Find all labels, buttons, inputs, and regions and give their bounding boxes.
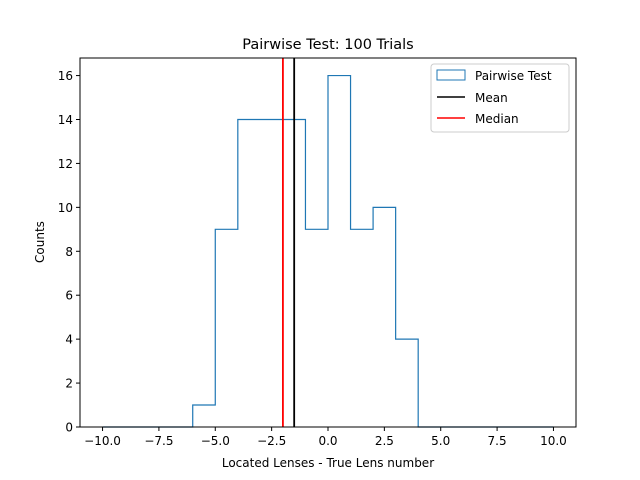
x-tick-label: −10.0: [84, 434, 121, 448]
legend-patch-pairwise: [436, 69, 466, 81]
y-axis: 0 2 4 6 8 10 12 14 16: [58, 69, 80, 435]
legend-box: [430, 63, 570, 133]
y-tick-label: 16: [58, 69, 73, 83]
x-tick-label: 10.0: [540, 434, 567, 448]
x-tick-label: −7.5: [144, 434, 173, 448]
y-tick-label: 14: [58, 113, 73, 127]
y-tick-label: 8: [65, 245, 73, 259]
y-tick-label: 6: [65, 289, 73, 303]
x-tick-label: −5.0: [201, 434, 230, 448]
legend-label-mean: Mean: [475, 91, 508, 105]
legend-label-pairwise: Pairwise Test: [475, 69, 552, 83]
x-tick-label: 5.0: [431, 434, 450, 448]
legend: Pairwise Test Mean Median: [430, 63, 570, 133]
x-tick-label: 0.0: [318, 434, 337, 448]
x-tick-label: 2.5: [375, 434, 394, 448]
y-tick-label: 4: [65, 333, 73, 347]
x-tick-label: −2.5: [257, 434, 286, 448]
y-tick-label: 2: [65, 377, 73, 391]
x-axis-label: Located Lenses - True Lens number: [222, 456, 434, 470]
legend-label-median: Median: [475, 112, 519, 126]
y-axis-label: Counts: [33, 221, 47, 263]
x-axis: −10.0 −7.5 −5.0 −2.5 0.0 2.5 5.0 7.5 10.0: [84, 427, 567, 448]
y-tick-label: 0: [65, 421, 73, 435]
chart-title: Pairwise Test: 100 Trials: [242, 37, 413, 53]
y-tick-label: 10: [58, 201, 73, 215]
x-tick-label: 7.5: [488, 434, 507, 448]
y-tick-label: 12: [58, 157, 73, 171]
